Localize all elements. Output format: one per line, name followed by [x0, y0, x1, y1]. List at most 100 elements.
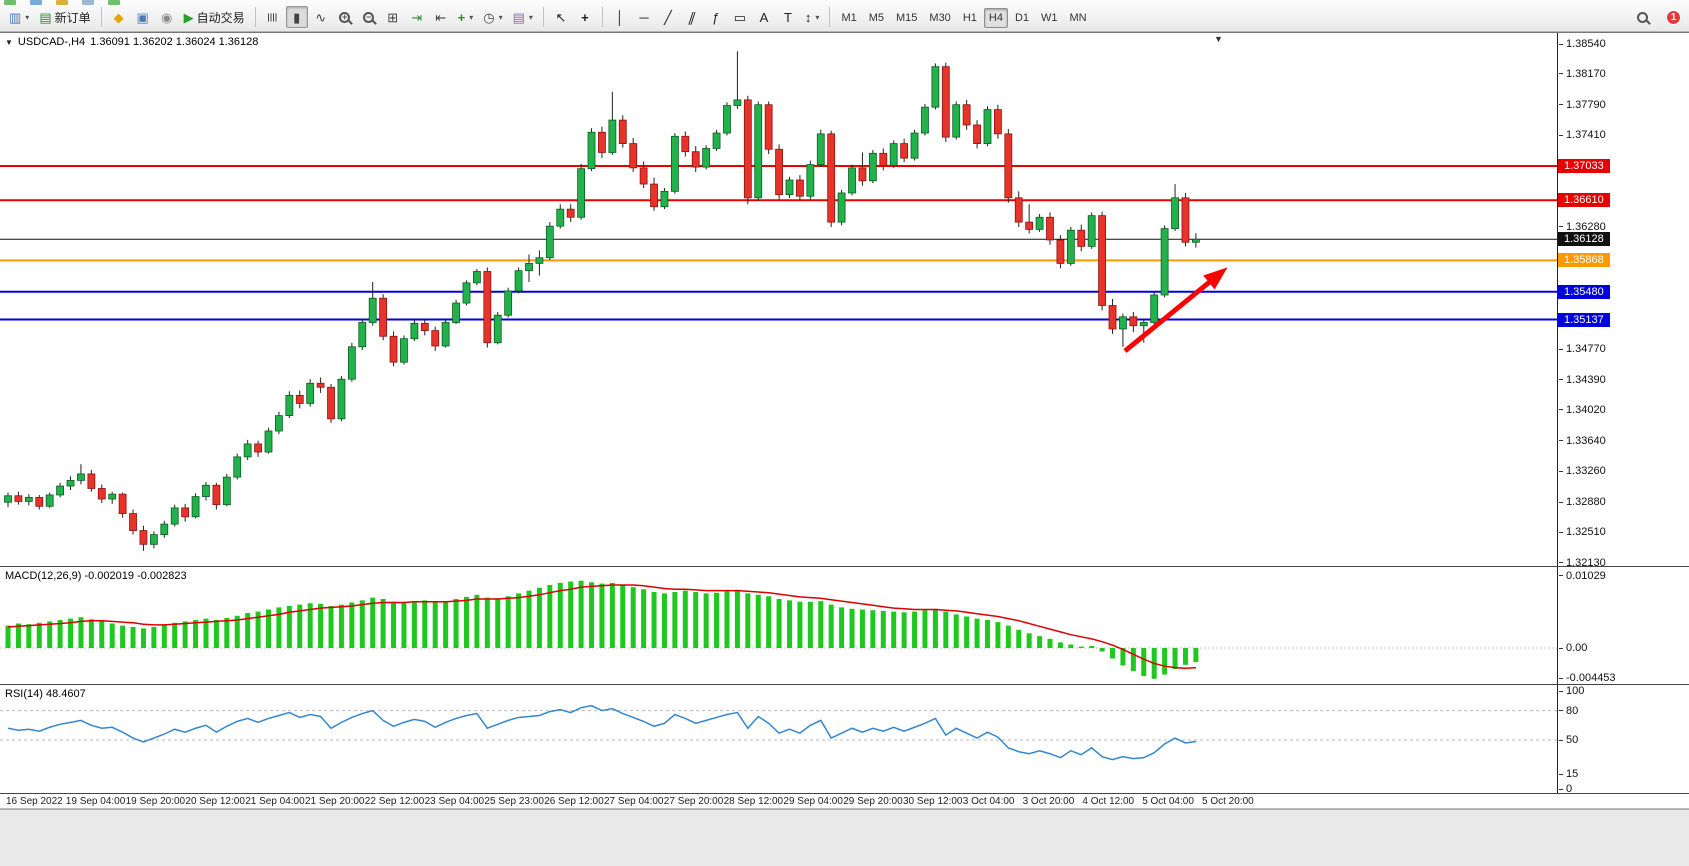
timeframe-m5[interactable]: M5 — [868, 12, 884, 24]
cursor-tool-button[interactable]: ↖ — [550, 6, 572, 28]
chart-shift-marker-icon[interactable]: ▼ — [1214, 34, 1223, 44]
price-tick-label: 1.32880 — [1559, 496, 1606, 508]
toolbar-separator — [829, 7, 831, 27]
terminal-icon: ▣ — [136, 9, 149, 25]
terminal-button[interactable]: ▣ — [132, 6, 154, 28]
candle — [754, 104, 763, 199]
collapse-arrow-icon[interactable]: ▼ — [5, 37, 13, 47]
auto-scroll-button[interactable]: ⇥ — [406, 6, 428, 28]
indicators-button[interactable]: + ▾ — [454, 6, 478, 28]
chart-shift-button[interactable]: ⇤ — [430, 6, 452, 28]
macd-axis[interactable]: 0.01029 0.00 -0.004453 — [1557, 567, 1689, 684]
line-chart-mode-icon: ∿ — [315, 9, 327, 25]
candle — [670, 135, 679, 192]
candle — [931, 66, 940, 108]
new-order-button[interactable]: ▤ 新订单 — [35, 6, 94, 28]
timeframe-h4[interactable]: H4 — [983, 8, 1008, 28]
rsi-axis[interactable]: 100 80 50 15 0 — [1557, 685, 1689, 795]
candle — [660, 190, 669, 208]
time-tick-label: 19 Sep 20:00 — [125, 796, 186, 807]
line-chart-mode-button[interactable]: ∿ — [310, 6, 332, 28]
price-tick-label: 1.34390 — [1559, 374, 1606, 386]
tile-windows-button[interactable]: ⊞ — [382, 6, 404, 28]
new-chart-button[interactable]: ▥ ▾ — [5, 6, 33, 28]
fibonacci-tool-button[interactable]: ƒ — [705, 6, 727, 28]
trend-arrow-annotation[interactable] — [1123, 267, 1228, 353]
timeframe-w1[interactable]: W1 — [1041, 12, 1058, 24]
time-tick-label: 26 Sep 12:00 — [544, 796, 604, 807]
candle — [785, 179, 794, 195]
text-tool-button[interactable]: A — [753, 6, 775, 28]
clipped-icon — [82, 0, 94, 5]
rsi-label: RSI(14) 48.4607 — [5, 688, 86, 700]
candle — [900, 143, 909, 159]
candle — [1056, 239, 1065, 264]
clipped-icon — [30, 0, 42, 5]
indicators-icon: + — [457, 9, 466, 25]
candle — [149, 534, 158, 545]
candle — [347, 346, 356, 380]
time-tick-label: 29 Sep 20:00 — [843, 796, 903, 807]
candle — [222, 476, 231, 506]
autotrading-button[interactable]: ▶ 自动交易 — [180, 6, 249, 28]
candlestick-series — [4, 51, 1200, 551]
clipped-icon — [56, 0, 68, 5]
time-tick-label: 19 Sep 04:00 — [65, 796, 126, 807]
price-tag: 1.35480 — [1558, 284, 1610, 299]
channel-tool-button[interactable]: ∥ — [681, 6, 703, 28]
candle — [858, 167, 867, 182]
text-label-tool-button[interactable]: T — [777, 6, 799, 28]
price-axis[interactable]: 1.38540 1.38170 1.37790 1.37410 1.36280 1.347… — [1557, 33, 1689, 569]
time-tick-label: 21 Sep 20:00 — [305, 796, 365, 807]
timeframe-m1[interactable]: M1 — [841, 12, 857, 24]
macd-chart-canvas[interactable] — [0, 567, 1557, 684]
candle — [650, 183, 658, 208]
price-tick-label: 1.38170 — [1559, 68, 1606, 80]
toolbar-items: ▥ ▾ ▤ 新订单 ◆ ▣ ◉ ▶ 自动交易 ≣ ▮ ∿ + − ⊞ ⇥ ⇤ + ▾ ◷ ▾ ▤ ▾ ↖ + │ ─ ╱ ∥ ƒ ▭ A T ↕ ▾ — [4, 6, 835, 28]
candle — [941, 66, 950, 138]
candlestick-mode-button[interactable]: ▮ — [285, 6, 308, 28]
arrows-tool-button[interactable]: ↕ ▾ — [801, 6, 824, 28]
timeframe-d1[interactable]: D1 — [1014, 12, 1029, 24]
candle — [1046, 216, 1054, 241]
timeframe-m30[interactable]: M30 — [929, 12, 951, 24]
candle — [108, 493, 117, 500]
metaeditor-button[interactable]: ◆ — [108, 6, 130, 28]
chevron-down-icon: ▾ — [25, 12, 30, 22]
vertical-line-tool-button[interactable]: │ — [609, 6, 631, 28]
main-chart-pane: ▼ USDCAD-,H4 1.36091 1.36202 1.36024 1.3… — [0, 33, 1689, 569]
candle — [848, 167, 856, 194]
search-button[interactable] — [1631, 6, 1653, 28]
candle — [77, 473, 85, 481]
new-order-icon: ▤ — [39, 9, 52, 25]
timeframe-h1[interactable]: H1 — [962, 12, 977, 24]
time-tick-label: 16 Sep 2022 — [6, 796, 63, 807]
templates-button[interactable]: ▤ ▾ — [509, 6, 537, 28]
timeframe-mn[interactable]: MN — [1069, 12, 1087, 24]
time-axis[interactable]: 16 Sep 2022 19 Sep 04:00 19 Sep 20:00 20 Se… — [0, 794, 1689, 809]
strategy-tester-button[interactable]: ◉ — [156, 6, 178, 28]
periods-button[interactable]: ◷ ▾ — [479, 6, 506, 28]
trendline-tool-button[interactable]: ╱ — [657, 6, 679, 28]
horizontal-line-tool-icon: ─ — [639, 9, 649, 25]
rsi-chart-canvas[interactable] — [0, 685, 1557, 793]
candle — [504, 290, 513, 316]
bar-chart-mode-button[interactable]: ≣ — [262, 6, 284, 28]
timeframe-m15[interactable]: M15 — [896, 12, 918, 24]
time-tick-label: 27 Sep 20:00 — [663, 796, 724, 807]
zoom-out-button[interactable]: − — [358, 6, 380, 28]
strategy-tester-icon: ◉ — [160, 9, 173, 25]
metaeditor-icon: ◆ — [113, 9, 124, 25]
horizontal-line-tool-button[interactable]: ─ — [633, 6, 655, 28]
zoom-in-button[interactable]: + — [334, 6, 356, 28]
candle — [691, 151, 700, 168]
shapes-tool-button[interactable]: ▭ — [729, 6, 751, 28]
candle — [160, 523, 169, 536]
candle — [316, 382, 325, 388]
candle — [56, 485, 64, 496]
crosshair-tool-button[interactable]: + — [574, 6, 596, 28]
price-tag: 1.37033 — [1558, 159, 1610, 173]
notification-badge[interactable]: 1 — [1666, 9, 1681, 25]
candlestick-chart-canvas[interactable] — [0, 33, 1557, 566]
time-tick-label: 22 Sep 12:00 — [364, 796, 425, 807]
